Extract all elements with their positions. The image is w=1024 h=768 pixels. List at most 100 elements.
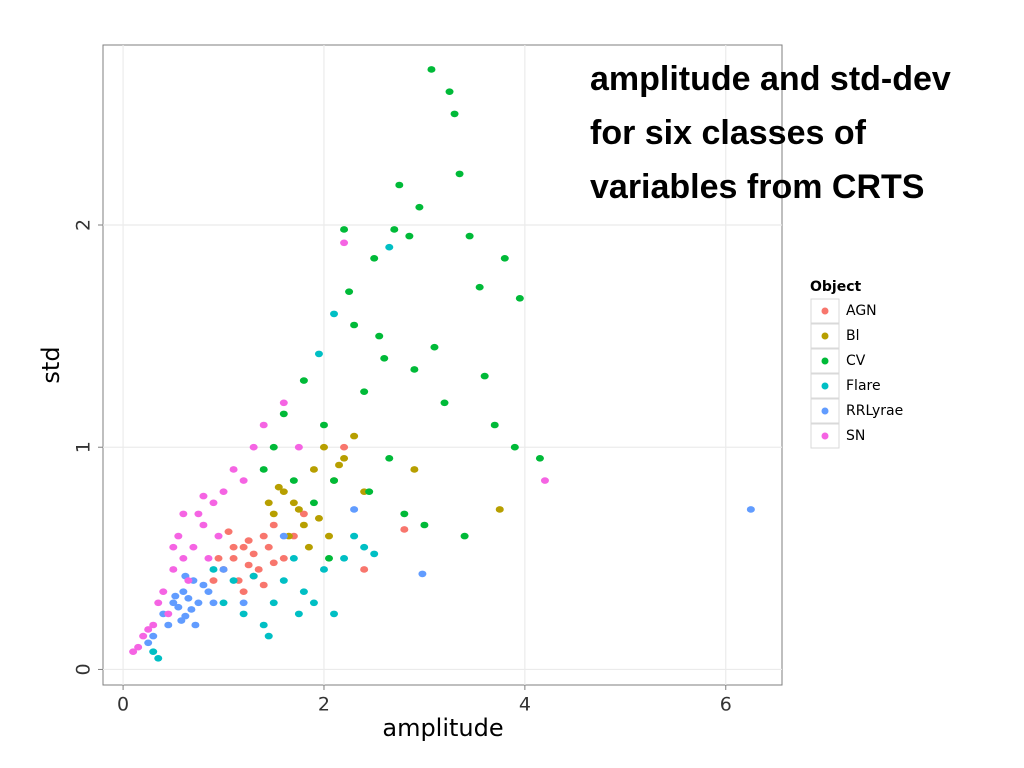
point: [330, 610, 339, 618]
point: [249, 443, 258, 451]
point: [269, 521, 278, 529]
grid: [103, 45, 782, 685]
point: [510, 443, 519, 451]
point: [204, 588, 213, 595]
point: [535, 455, 544, 462]
point: [134, 643, 143, 651]
point: [169, 599, 178, 607]
point: [204, 555, 213, 562]
point: [239, 477, 248, 484]
point: [294, 506, 303, 513]
point: [380, 355, 389, 362]
point: [219, 488, 228, 495]
point: [330, 477, 339, 484]
point: [440, 399, 449, 407]
legend-swatch: [821, 307, 829, 315]
point: [149, 648, 158, 655]
point: [410, 466, 419, 473]
point: [418, 570, 427, 578]
point: [159, 588, 168, 595]
point: [144, 639, 153, 647]
point: [209, 599, 218, 607]
point: [340, 455, 349, 462]
point: [279, 488, 288, 495]
point: [171, 592, 180, 600]
legend-label: Flare: [846, 378, 881, 394]
point: [279, 532, 288, 540]
point: [209, 566, 218, 573]
point: [324, 532, 333, 540]
x-tick-label: 0: [117, 694, 129, 716]
point: [400, 510, 409, 518]
point: [209, 499, 218, 507]
point: [299, 588, 308, 595]
point: [269, 559, 278, 567]
point: [340, 443, 349, 451]
point: [360, 388, 369, 395]
point: [330, 310, 339, 318]
point: [340, 555, 349, 562]
point: [169, 543, 178, 551]
point: [490, 421, 499, 429]
legend-swatch: [821, 332, 829, 340]
legend-key: [810, 423, 840, 449]
point: [194, 510, 203, 518]
point: [294, 443, 303, 451]
point: [181, 612, 190, 620]
point: [294, 610, 303, 618]
point: [746, 506, 755, 513]
point: [340, 239, 349, 247]
x-tick-label: 6: [720, 694, 732, 716]
point: [475, 283, 484, 291]
point: [144, 626, 153, 633]
point: [139, 632, 148, 640]
point: [370, 550, 379, 558]
point: [309, 466, 318, 473]
point: [350, 532, 359, 540]
point: [184, 577, 193, 584]
point: [244, 561, 253, 569]
point: [395, 181, 404, 189]
point: [420, 521, 429, 529]
point: [229, 543, 238, 551]
point: [279, 399, 288, 407]
point: [214, 532, 223, 540]
point: [239, 588, 248, 595]
point: [179, 555, 188, 562]
point: [244, 537, 253, 544]
point: [345, 288, 354, 295]
point: [324, 555, 333, 562]
point: [164, 621, 173, 629]
point: [264, 543, 273, 551]
point: [385, 243, 394, 251]
point: [279, 577, 288, 584]
x-tick-label: 2: [318, 694, 330, 716]
point: [400, 526, 409, 533]
point: [309, 599, 318, 607]
y-axis-label: std: [37, 346, 65, 383]
title: amplitude and std-dev for six classes of…: [590, 60, 951, 206]
point: [370, 255, 379, 262]
point: [219, 566, 228, 573]
point: [299, 510, 308, 518]
point: [450, 110, 459, 118]
x-axis-label: amplitude: [382, 714, 503, 742]
point: [360, 566, 369, 573]
point: [259, 621, 268, 629]
point: [427, 66, 436, 73]
point: [174, 532, 183, 540]
point: [410, 366, 419, 373]
point: [279, 555, 288, 562]
point: [340, 226, 349, 233]
legend-label: AGN: [846, 303, 877, 319]
point: [309, 499, 318, 507]
points: [129, 66, 755, 662]
point: [154, 599, 163, 607]
point: [480, 372, 489, 380]
point: [274, 483, 283, 491]
point: [350, 321, 359, 329]
point: [219, 599, 228, 607]
point: [430, 343, 439, 351]
point: [239, 610, 248, 618]
